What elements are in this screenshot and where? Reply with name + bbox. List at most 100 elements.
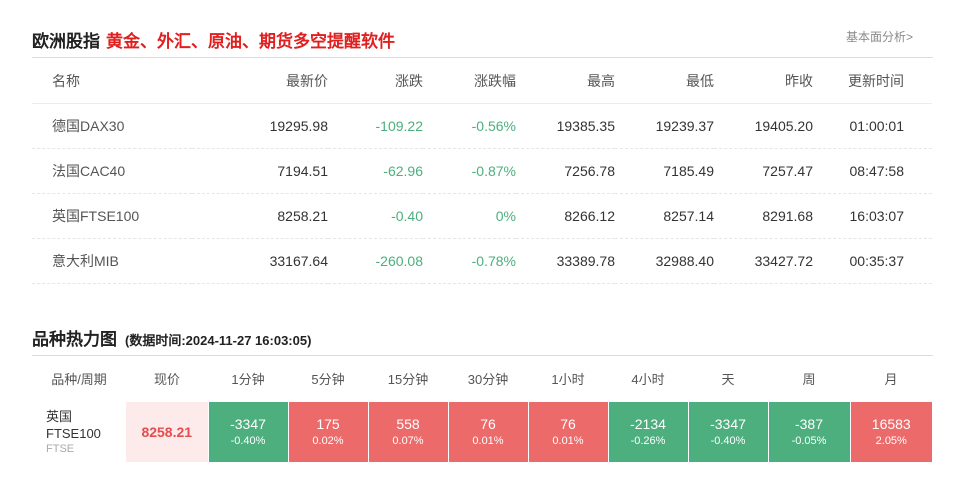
fundamental-analysis-link[interactable]: 基本面分析> — [845, 30, 913, 44]
section-title-text: 欧洲股指 — [32, 32, 100, 51]
instrument-name: 英国FTSE100 — [46, 408, 101, 441]
heat-value: -3347 — [230, 416, 266, 432]
high-price: 8266.12 — [516, 193, 615, 239]
promo-link[interactable]: 黄金、外汇、原油、期货多空提醒软件 — [106, 32, 395, 51]
change-percent: -0.78% — [423, 238, 516, 284]
update-time: 00:35:37 — [813, 238, 932, 284]
heat-percent: 2.05% — [875, 435, 907, 447]
header-prev: 昨收 — [714, 59, 813, 104]
index-quote-table: 名称 最新价 涨跌 涨跌幅 最高 最低 昨收 更新时间 德国DAX30 1929… — [32, 59, 932, 284]
heatmap-table: 品种/周期 现价 1分钟 5分钟 15分钟 30分钟 1小时 4小时 天 周 月… — [32, 357, 932, 462]
section-title: 欧洲股指 黄金、外汇、原油、期货多空提醒软件 — [32, 27, 395, 52]
header-instrument-period: 品种/周期 — [32, 357, 126, 402]
index-name-link[interactable]: 英国FTSE100 — [32, 193, 192, 239]
header-current-price: 现价 — [126, 357, 208, 402]
change-percent: -0.56% — [423, 103, 516, 149]
last-price: 8258.21 — [192, 193, 328, 239]
heat-cell-15min[interactable]: 558 0.07% — [367, 400, 448, 462]
heat-percent: 0.07% — [392, 435, 424, 447]
prev-close: 7257.47 — [714, 148, 813, 194]
update-time: 08:47:58 — [813, 148, 932, 194]
header-4hour: 4小时 — [608, 357, 688, 402]
heat-cell-1hour[interactable]: 76 0.01% — [527, 400, 608, 462]
heat-cell-30min[interactable]: 76 0.01% — [447, 400, 528, 462]
heat-value: 558 — [396, 416, 420, 432]
heat-value: -2134 — [630, 416, 666, 432]
low-price: 19239.37 — [615, 103, 714, 149]
index-name-link[interactable]: 德国DAX30 — [32, 103, 192, 149]
index-name-link[interactable]: 法国CAC40 — [32, 148, 192, 194]
heat-cell-week[interactable]: -387 -0.05% — [767, 400, 850, 462]
heat-percent: 0.01% — [552, 435, 584, 447]
data-timestamp: (数据时间:2024-11-27 16:03:05) — [125, 333, 312, 348]
heat-percent: -0.40% — [710, 435, 746, 447]
prev-close: 33427.72 — [714, 238, 813, 284]
heatmap-row: 英国FTSE100 FTSE 8258.21 -3347 -0.40% 175 0.… — [32, 400, 932, 462]
section-header-european-indices: 欧洲股指 黄金、外汇、原油、期货多空提醒软件 基本面分析> — [32, 18, 933, 58]
header-pct: 涨跌幅 — [423, 59, 516, 104]
change-value: -62.96 — [328, 148, 423, 194]
current-price: 8258.21 — [126, 400, 208, 462]
prev-close: 8291.68 — [714, 193, 813, 239]
change-value: -109.22 — [328, 103, 423, 149]
last-price: 33167.64 — [192, 238, 328, 284]
high-price: 19385.35 — [516, 103, 615, 149]
table-header-row: 名称 最新价 涨跌 涨跌幅 最高 最低 昨收 更新时间 — [32, 59, 932, 104]
heat-value: 175 — [316, 416, 340, 432]
header-day: 天 — [688, 357, 768, 402]
heat-cell-5min[interactable]: 175 0.02% — [287, 400, 368, 462]
table-row[interactable]: 法国CAC40 7194.51 -62.96 -0.87% 7256.78 71… — [32, 148, 932, 194]
heat-percent: 0.02% — [312, 435, 344, 447]
header-1hour: 1小时 — [528, 357, 608, 402]
table-row[interactable]: 意大利MIB 33167.64 -260.08 -0.78% 33389.78 … — [32, 238, 932, 284]
instrument-cell[interactable]: 英国FTSE100 FTSE — [32, 400, 126, 462]
update-time: 01:00:01 — [813, 103, 932, 149]
prev-close: 19405.20 — [714, 103, 813, 149]
change-percent: 0% — [423, 193, 516, 239]
header-time: 更新时间 — [813, 59, 932, 104]
heat-value: -387 — [794, 416, 824, 432]
heat-value: -3347 — [710, 416, 746, 432]
heat-cell-day[interactable]: -3347 -0.40% — [687, 400, 768, 462]
header-month: 月 — [850, 357, 932, 402]
heat-cell-4hour[interactable]: -2134 -0.26% — [607, 400, 688, 462]
heat-value: 16583 — [871, 416, 911, 432]
change-value: -260.08 — [328, 238, 423, 284]
header-high: 最高 — [516, 59, 615, 104]
heat-percent: -0.05% — [791, 435, 827, 447]
heat-percent: -0.26% — [630, 435, 666, 447]
last-price: 7194.51 — [192, 148, 328, 194]
instrument-code: FTSE — [46, 442, 75, 455]
heat-cell-1min[interactable]: -3347 -0.40% — [207, 400, 288, 462]
header-last: 最新价 — [192, 59, 328, 104]
header-name: 名称 — [32, 59, 192, 104]
last-price: 19295.98 — [192, 103, 328, 149]
low-price: 8257.14 — [615, 193, 714, 239]
heat-value: 76 — [560, 416, 576, 432]
table-row[interactable]: 德国DAX30 19295.98 -109.22 -0.56% 19385.35… — [32, 103, 932, 149]
header-change: 涨跌 — [328, 59, 423, 104]
header-30min: 30分钟 — [448, 357, 528, 402]
header-5min: 5分钟 — [288, 357, 368, 402]
section-title-text: 品种热力图 — [32, 330, 117, 349]
index-name-link[interactable]: 意大利MIB — [32, 238, 192, 284]
high-price: 33389.78 — [516, 238, 615, 284]
section-title: 品种热力图 (数据时间:2024-11-27 16:03:05) — [32, 325, 311, 350]
change-percent: -0.87% — [423, 148, 516, 194]
change-value: -0.40 — [328, 193, 423, 239]
low-price: 7185.49 — [615, 148, 714, 194]
heat-cell-month[interactable]: 16583 2.05% — [849, 400, 932, 462]
header-1min: 1分钟 — [208, 357, 288, 402]
table-row[interactable]: 英国FTSE100 8258.21 -0.40 0% 8266.12 8257.… — [32, 193, 932, 239]
header-15min: 15分钟 — [368, 357, 448, 402]
heat-percent: -0.40% — [230, 435, 266, 447]
section-header-heatmap: 品种热力图 (数据时间:2024-11-27 16:03:05) — [32, 316, 933, 356]
update-time: 16:03:07 — [813, 193, 932, 239]
heatmap-header-row: 品种/周期 现价 1分钟 5分钟 15分钟 30分钟 1小时 4小时 天 周 月 — [32, 357, 932, 402]
header-low: 最低 — [615, 59, 714, 104]
low-price: 32988.40 — [615, 238, 714, 284]
header-week: 周 — [768, 357, 850, 402]
heat-percent: 0.01% — [472, 435, 504, 447]
high-price: 7256.78 — [516, 148, 615, 194]
heat-value: 76 — [480, 416, 496, 432]
